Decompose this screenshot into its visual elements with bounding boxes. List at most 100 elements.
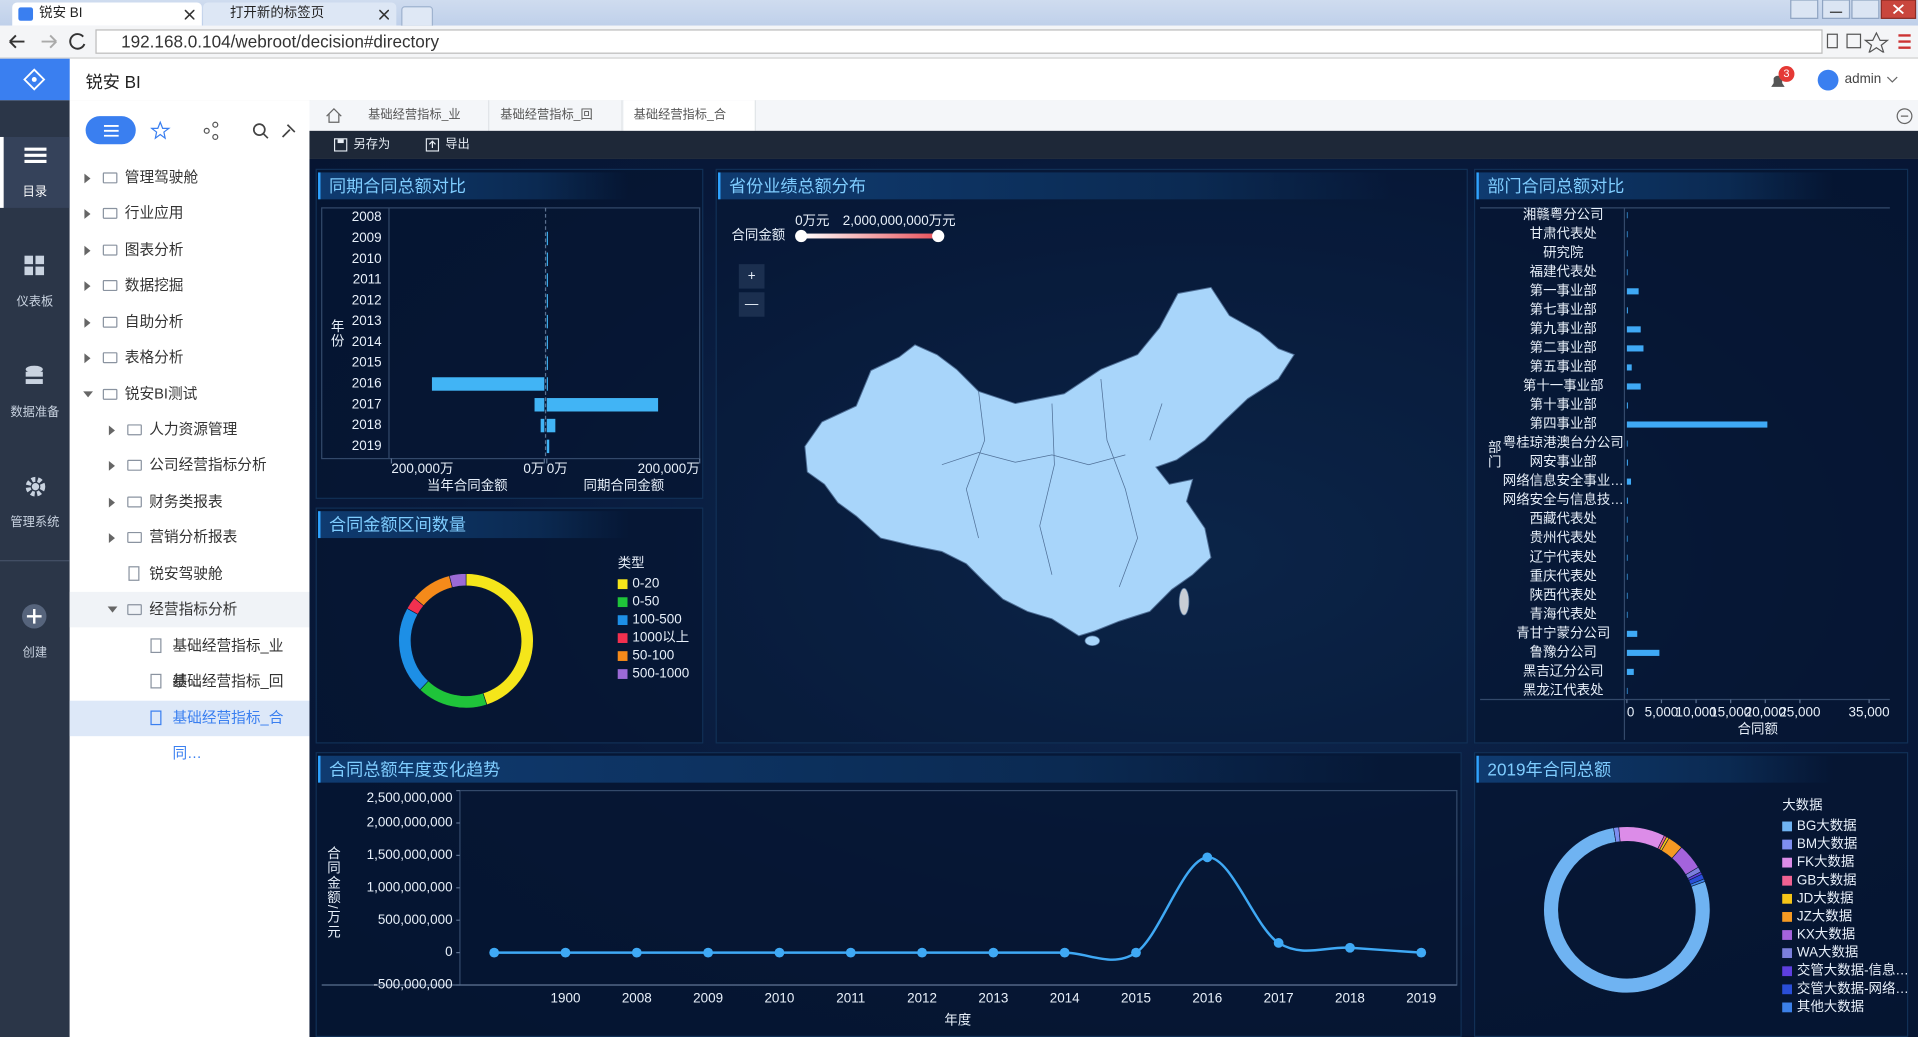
url-text: 192.168.0.104/webroot/decision#directory: [121, 31, 440, 52]
y-tick-label: 研究院: [1543, 245, 1583, 260]
tree-item[interactable]: 人力资源管理: [70, 412, 310, 447]
y-tick-label: 网络安全与信息技…: [1503, 491, 1624, 507]
nav-label[interactable]: 目录: [22, 185, 48, 200]
y-tick-label: 青甘宁蒙分公司: [1516, 624, 1610, 640]
china-map[interactable]: [804, 286, 1295, 647]
nav-label[interactable]: 管理系统: [10, 516, 60, 530]
tree-item[interactable]: 图表分析: [70, 232, 310, 267]
bar: [1626, 459, 1628, 466]
logo[interactable]: [0, 58, 70, 101]
nav-icon[interactable]: [24, 365, 46, 388]
browser-tab-bar: 锐安 BI 打开新的标签页: [0, 0, 1918, 27]
tree-item[interactable]: 锐安BI测试: [70, 377, 310, 412]
bar: [1626, 326, 1641, 333]
y-tick-label: 贵州代表处: [1530, 530, 1597, 545]
nav-buttons[interactable]: [5, 31, 91, 53]
toolbar-button[interactable]: 导出: [425, 131, 470, 159]
create-icon[interactable]: [21, 603, 48, 630]
nav-icon[interactable]: [23, 474, 47, 498]
legend-label: 其他大数据: [1797, 999, 1864, 1014]
x-tick-label: 2019: [1406, 991, 1436, 1006]
dropdown-icon[interactable]: [1886, 75, 1898, 85]
x-tick-label: 0: [1627, 704, 1634, 719]
tree-item[interactable]: 公司经营指标分析: [70, 448, 310, 483]
panel-tools[interactable]: [150, 120, 309, 142]
y-axis-label: 部门: [1486, 440, 1502, 470]
x-tick-label: 1900: [551, 991, 581, 1006]
legend-swatch: [1782, 893, 1793, 904]
nav-icon[interactable]: [24, 255, 46, 278]
point: [703, 947, 714, 958]
y-tick-label: 1,500,000,000: [367, 847, 453, 862]
browser-icons[interactable]: [1823, 31, 1916, 53]
nav-label[interactable]: 创建: [22, 646, 48, 661]
toolbar-button[interactable]: 另存为: [333, 131, 390, 159]
tree-item[interactable]: 财务类报表: [70, 484, 310, 519]
nav-label[interactable]: 仪表板: [16, 295, 54, 310]
close-icon[interactable]: [379, 9, 389, 20]
legend-label: WA大数据: [1797, 945, 1858, 960]
tree-item[interactable]: 锐安驾驶舱: [70, 556, 310, 591]
legend-swatch: [1782, 1002, 1793, 1013]
tree-item[interactable]: 经营指标分析: [69, 591, 310, 628]
tree-label: 营销分析报表: [149, 528, 238, 546]
url-field[interactable]: 192.168.0.104/webroot/decision#directory: [95, 29, 1823, 54]
x-axis-label: 合同额: [1738, 722, 1779, 737]
x-tick-label: 2009: [693, 991, 723, 1006]
y-tick-label: 2015: [352, 355, 382, 370]
legend-label: GB大数据: [1797, 872, 1857, 887]
tree-item[interactable]: 管理驾驶舱: [70, 160, 310, 195]
tree-item[interactable]: 基础经营指标_业绩…: [70, 629, 310, 690]
bar: [1626, 611, 1628, 618]
legend-swatch: [617, 597, 628, 608]
y-tick-label: 第二事业部: [1530, 339, 1597, 355]
zoom-out-button[interactable]: [738, 292, 765, 317]
y-tick-label: 陕西代表处: [1530, 587, 1597, 602]
nav-icon[interactable]: [22, 144, 49, 168]
list-view-button[interactable]: [85, 116, 136, 145]
avatar[interactable]: [1817, 69, 1839, 91]
tree-item[interactable]: 表格分析: [70, 340, 310, 375]
legend-label: 500-1000: [632, 666, 689, 681]
toolbar: 另存为 导出: [309, 130, 1918, 159]
tree-item[interactable]: 数据挖掘: [70, 268, 310, 303]
close-icon[interactable]: [184, 9, 195, 20]
bar: [1626, 535, 1628, 542]
tree-item[interactable]: 自助分析: [70, 304, 310, 339]
y-tick-label: 1,000,000,000: [367, 879, 453, 894]
bar: [1626, 592, 1628, 599]
y-tick-label: 0: [445, 944, 452, 959]
legend-handle[interactable]: [795, 229, 808, 243]
browser-tab[interactable]: 打开新的标签页: [203, 2, 397, 26]
page-tab[interactable]: 基础经营指标_合同…: [623, 100, 756, 153]
donut-slice: [465, 573, 534, 706]
widget-title: 2019年合同总额: [1476, 755, 1834, 783]
widget: 合同总额年度变化趋势: [315, 752, 1462, 1037]
tree-item[interactable]: 基础经营指标_合同…: [69, 700, 310, 762]
bar: [546, 294, 548, 308]
legend-handle[interactable]: [932, 229, 945, 243]
tree-item[interactable]: 行业应用: [70, 196, 310, 231]
bar: [1626, 345, 1644, 352]
legend-label: BM大数据: [1797, 836, 1857, 851]
x-tick-label: 2008: [622, 991, 652, 1006]
tree-item[interactable]: 营销分析报表: [70, 520, 310, 555]
bar: [1626, 668, 1634, 675]
home-icon[interactable]: [325, 107, 342, 124]
y-axis-label: 年份: [329, 319, 345, 349]
browser-tab[interactable]: 锐安 BI: [12, 2, 202, 26]
legend-label: BG大数据: [1797, 818, 1857, 833]
y-axis-label: 合同金额/万元: [325, 846, 341, 939]
legend-label: FK大数据: [1797, 854, 1854, 869]
tab-menu-icon[interactable]: [1896, 108, 1913, 125]
widget-title: 同期合同总额对比: [318, 172, 629, 200]
bar: [1626, 250, 1628, 257]
user-name[interactable]: admin: [1844, 72, 1882, 87]
window-controls[interactable]: [1788, 0, 1918, 22]
zoom-in-button[interactable]: [738, 264, 765, 289]
legend-swatch: [617, 633, 628, 643]
legend-swatch: [1782, 912, 1793, 922]
y-tick-label: 500,000,000: [378, 912, 453, 927]
nav-label[interactable]: 数据准备: [10, 405, 60, 420]
